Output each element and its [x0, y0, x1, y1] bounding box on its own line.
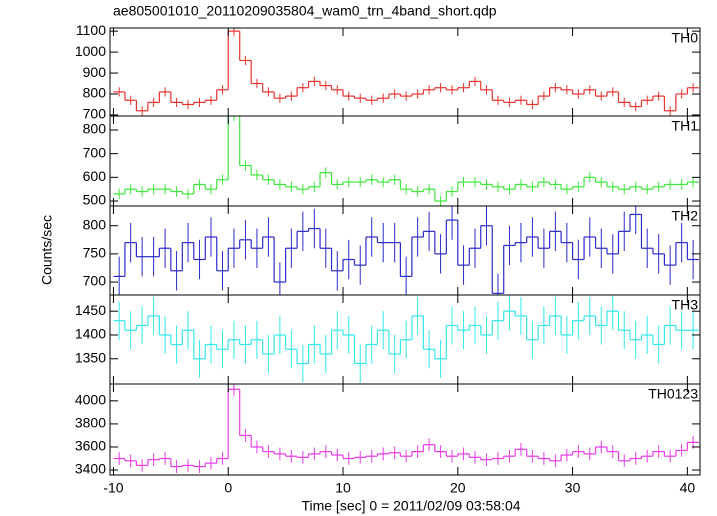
x-tick-label: -10 [103, 480, 123, 496]
plot-area [113, 384, 699, 473]
x-tick-label: 0 [224, 480, 232, 496]
y-tick-label: 800 [83, 216, 107, 232]
plot-area [113, 206, 699, 295]
y-axis-label: Counts/sec [39, 215, 55, 285]
y-tick-label: 750 [83, 245, 107, 261]
panel-label: TH1 [672, 118, 699, 134]
panel-label: TH2 [672, 208, 699, 224]
y-tick-label: 700 [83, 144, 107, 160]
plot-area [113, 116, 699, 206]
panel-label: TH3 [672, 297, 699, 313]
x-tick-label: 10 [335, 480, 351, 496]
y-tick-label: 1450 [75, 302, 106, 318]
y-tick-label: 1350 [75, 349, 106, 365]
frame [109, 383, 701, 476]
y-tick-label: 600 [83, 168, 107, 184]
y-tick-label: 700 [83, 106, 107, 122]
panel-label: TH0123 [648, 386, 698, 402]
plot-area [113, 28, 699, 116]
x-axis-label: Time [sec] 0 = 2011/02/09 03:58:04 [301, 498, 520, 514]
chart-title: ae805001010_20110209035804_wam0_trn_4ban… [113, 3, 497, 19]
y-tick-label: 800 [83, 85, 107, 101]
y-tick-label: 3400 [75, 461, 106, 477]
y-tick-label: 800 [83, 121, 107, 137]
y-tick-label: 700 [83, 273, 107, 289]
y-tick-label: 4000 [75, 392, 106, 408]
x-tick-label: 20 [450, 480, 466, 496]
y-tick-label: 1000 [75, 43, 106, 59]
x-tick-label: 30 [565, 480, 581, 496]
y-tick-label: 1100 [76, 22, 106, 38]
frame [109, 205, 701, 296]
plot-area [113, 295, 699, 383]
y-tick-label: 3800 [75, 415, 106, 431]
y-tick-label: 3600 [75, 438, 106, 454]
panel-label: TH0 [672, 30, 699, 46]
y-tick-label: 500 [83, 192, 107, 208]
y-tick-label: 1400 [75, 326, 106, 342]
y-tick-label: 900 [83, 64, 107, 80]
frame [109, 115, 701, 207]
x-tick-label: 40 [680, 480, 696, 496]
